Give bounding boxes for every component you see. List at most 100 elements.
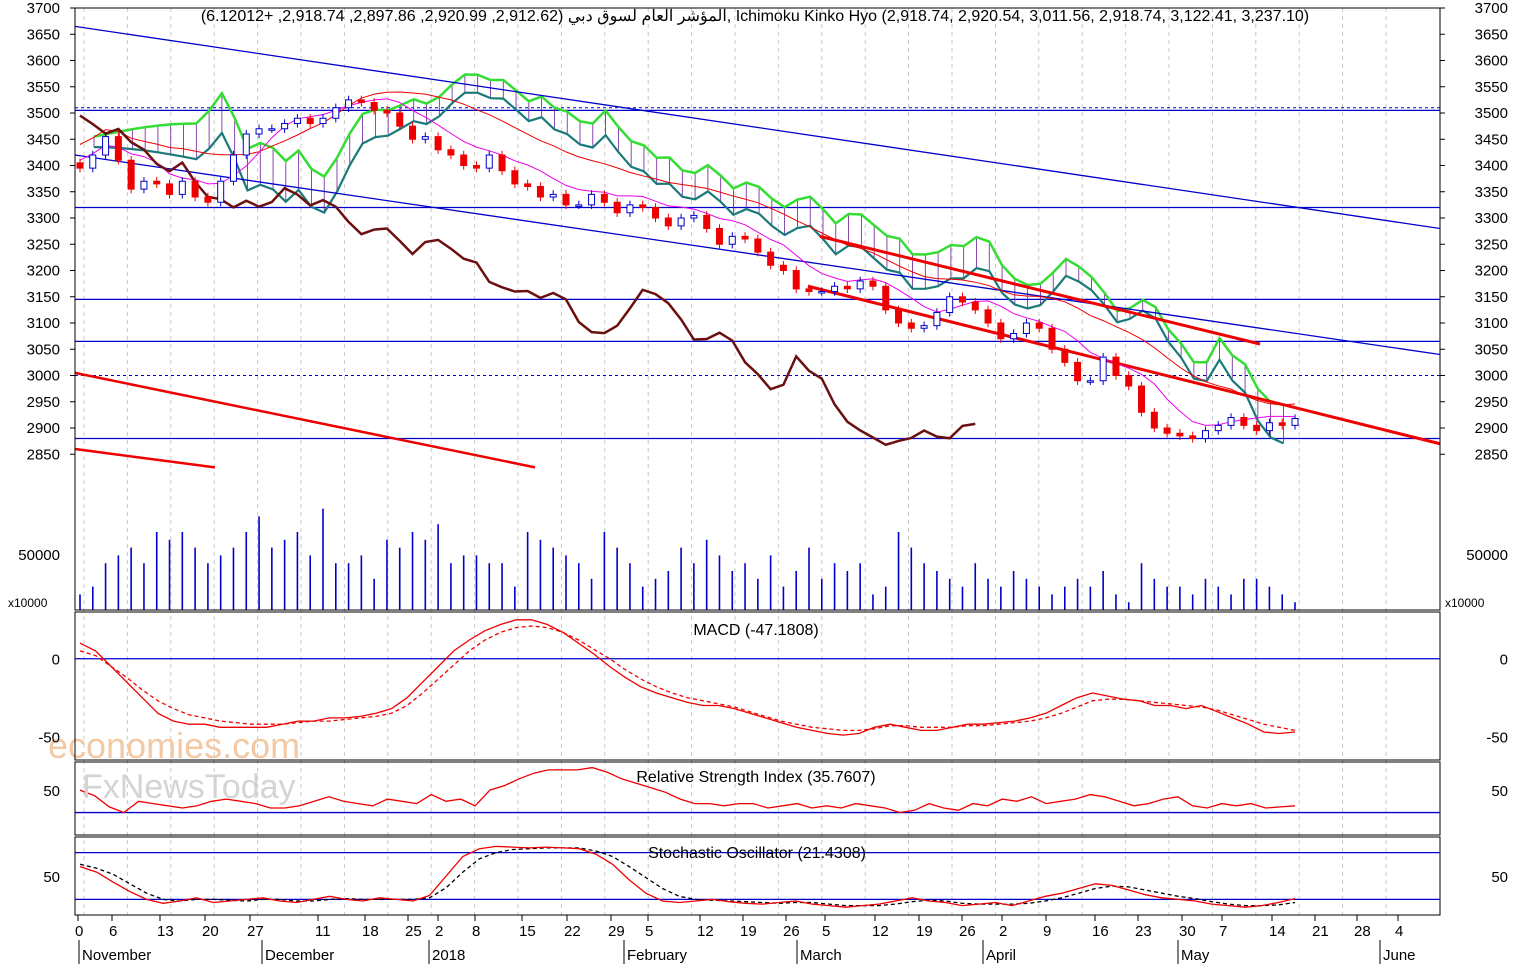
x-month-label: April bbox=[986, 947, 1016, 964]
candle-body bbox=[281, 123, 289, 130]
candle-body bbox=[434, 136, 442, 151]
candle-body bbox=[536, 186, 544, 198]
price-tick-left: 3000 bbox=[27, 368, 60, 385]
candle-body bbox=[754, 238, 762, 253]
volume-unit-right: x10000 bbox=[1445, 596, 1485, 610]
price-tick-left: 3100 bbox=[27, 315, 60, 332]
grid-lines bbox=[83, 8, 1387, 915]
price-tick-right: 3300 bbox=[1475, 210, 1508, 227]
volume-tick-left: 50000 bbox=[18, 547, 60, 564]
candle-body bbox=[549, 193, 557, 198]
x-day-label: 2 bbox=[435, 923, 443, 940]
candle-body bbox=[524, 183, 532, 187]
candle-body bbox=[1189, 435, 1197, 439]
x-day-label: 27 bbox=[247, 923, 264, 940]
trend-line bbox=[74, 25, 1441, 230]
price-tick-right: 3600 bbox=[1475, 53, 1508, 70]
price-tick-left: 3150 bbox=[27, 289, 60, 306]
price-header: المؤشر العام لسوق دبي (2,912.62, 2,920.9… bbox=[201, 8, 1309, 25]
candle-body bbox=[1048, 327, 1056, 350]
candle-body bbox=[1125, 375, 1133, 387]
candle-body bbox=[1010, 333, 1018, 340]
x-day-label: 4 bbox=[1395, 923, 1403, 940]
candle-body bbox=[984, 309, 992, 324]
x-month-label: 2018 bbox=[432, 947, 465, 964]
candle-body bbox=[741, 235, 749, 240]
candle-body bbox=[293, 117, 301, 124]
candle-body bbox=[511, 170, 519, 185]
candle-body bbox=[345, 99, 353, 109]
candle-body bbox=[715, 228, 723, 245]
price-tick-right: 3450 bbox=[1475, 131, 1508, 148]
candle-body bbox=[370, 102, 378, 111]
price-tick-left: 3700 bbox=[27, 0, 60, 17]
x-month-label: December bbox=[265, 947, 334, 964]
x-day-label: 28 bbox=[1354, 923, 1371, 940]
candle-body bbox=[920, 325, 928, 329]
x-day-label: 8 bbox=[472, 923, 480, 940]
x-day-label: 19 bbox=[916, 923, 933, 940]
trend-line bbox=[74, 371, 536, 469]
volume-unit-left: x10000 bbox=[8, 596, 48, 610]
x-day-label: 26 bbox=[959, 923, 976, 940]
x-day-label: 5 bbox=[645, 923, 653, 940]
macd-tick-left: -50 bbox=[38, 730, 60, 747]
candle-body bbox=[127, 159, 135, 190]
candle-body bbox=[383, 109, 391, 114]
candle-body bbox=[946, 296, 954, 313]
candle-body bbox=[997, 322, 1005, 340]
x-day-label: 0 bbox=[75, 923, 83, 940]
candle-body bbox=[357, 99, 365, 103]
x-day-label: 11 bbox=[315, 923, 331, 940]
price-tick-right: 3200 bbox=[1475, 263, 1508, 280]
rsi-tick-right: 50 bbox=[1491, 783, 1508, 800]
candle-body bbox=[1176, 432, 1184, 437]
indicator-lines bbox=[75, 619, 1440, 908]
senkou-span-a bbox=[93, 73, 1284, 407]
price-tick-right: 3000 bbox=[1475, 368, 1508, 385]
candle-body bbox=[639, 204, 647, 208]
price-tick-right: 3350 bbox=[1475, 184, 1508, 201]
x-month-label: November bbox=[82, 947, 151, 964]
candle-body bbox=[114, 136, 122, 161]
candle-body bbox=[102, 136, 110, 156]
candle-body bbox=[818, 291, 826, 294]
trend-line bbox=[807, 284, 1441, 446]
candle-body bbox=[958, 296, 966, 303]
price-tick-left: 3500 bbox=[27, 105, 60, 122]
x-day-label: 9 bbox=[1043, 923, 1051, 940]
candle-body bbox=[767, 251, 775, 266]
candle-body bbox=[1163, 427, 1171, 434]
price-tick-right: 3050 bbox=[1475, 341, 1508, 358]
candle-body bbox=[166, 183, 174, 195]
candle-body bbox=[1074, 361, 1082, 382]
candle-body bbox=[1150, 411, 1158, 429]
volume-bars bbox=[79, 508, 1296, 610]
macd-tick-right: -50 bbox=[1486, 730, 1508, 747]
candle-body bbox=[332, 107, 340, 119]
price-tick-left: 3350 bbox=[27, 184, 60, 201]
price-tick-right: 3100 bbox=[1475, 315, 1508, 332]
macd-title: MACD (-47.1808) bbox=[693, 622, 818, 639]
rsi-title: Relative Strength Index (35.7607) bbox=[636, 769, 875, 786]
candle-body bbox=[421, 136, 429, 140]
candle-body bbox=[204, 196, 212, 203]
price-tick-left: 2950 bbox=[27, 394, 60, 411]
x-month-label: May bbox=[1181, 947, 1210, 964]
macd-tick-right: 0 bbox=[1500, 652, 1508, 669]
candle-body bbox=[652, 207, 660, 219]
candle-body bbox=[626, 204, 634, 214]
stochastic-title: Stochastic Oscillator (21.4308) bbox=[648, 845, 866, 862]
stochastic-d-line bbox=[79, 847, 1296, 907]
price-tick-right: 3700 bbox=[1475, 0, 1508, 17]
panel-frame bbox=[74, 7, 1441, 611]
candle-body bbox=[1214, 424, 1222, 432]
x-day-label: 13 bbox=[157, 923, 174, 940]
candle-body bbox=[460, 154, 468, 166]
x-day-label: 29 bbox=[608, 923, 625, 940]
price-tick-right: 3250 bbox=[1475, 236, 1508, 253]
trend-line bbox=[819, 234, 1261, 346]
volume-tick-right: 50000 bbox=[1466, 547, 1508, 564]
candle-body bbox=[664, 217, 672, 227]
